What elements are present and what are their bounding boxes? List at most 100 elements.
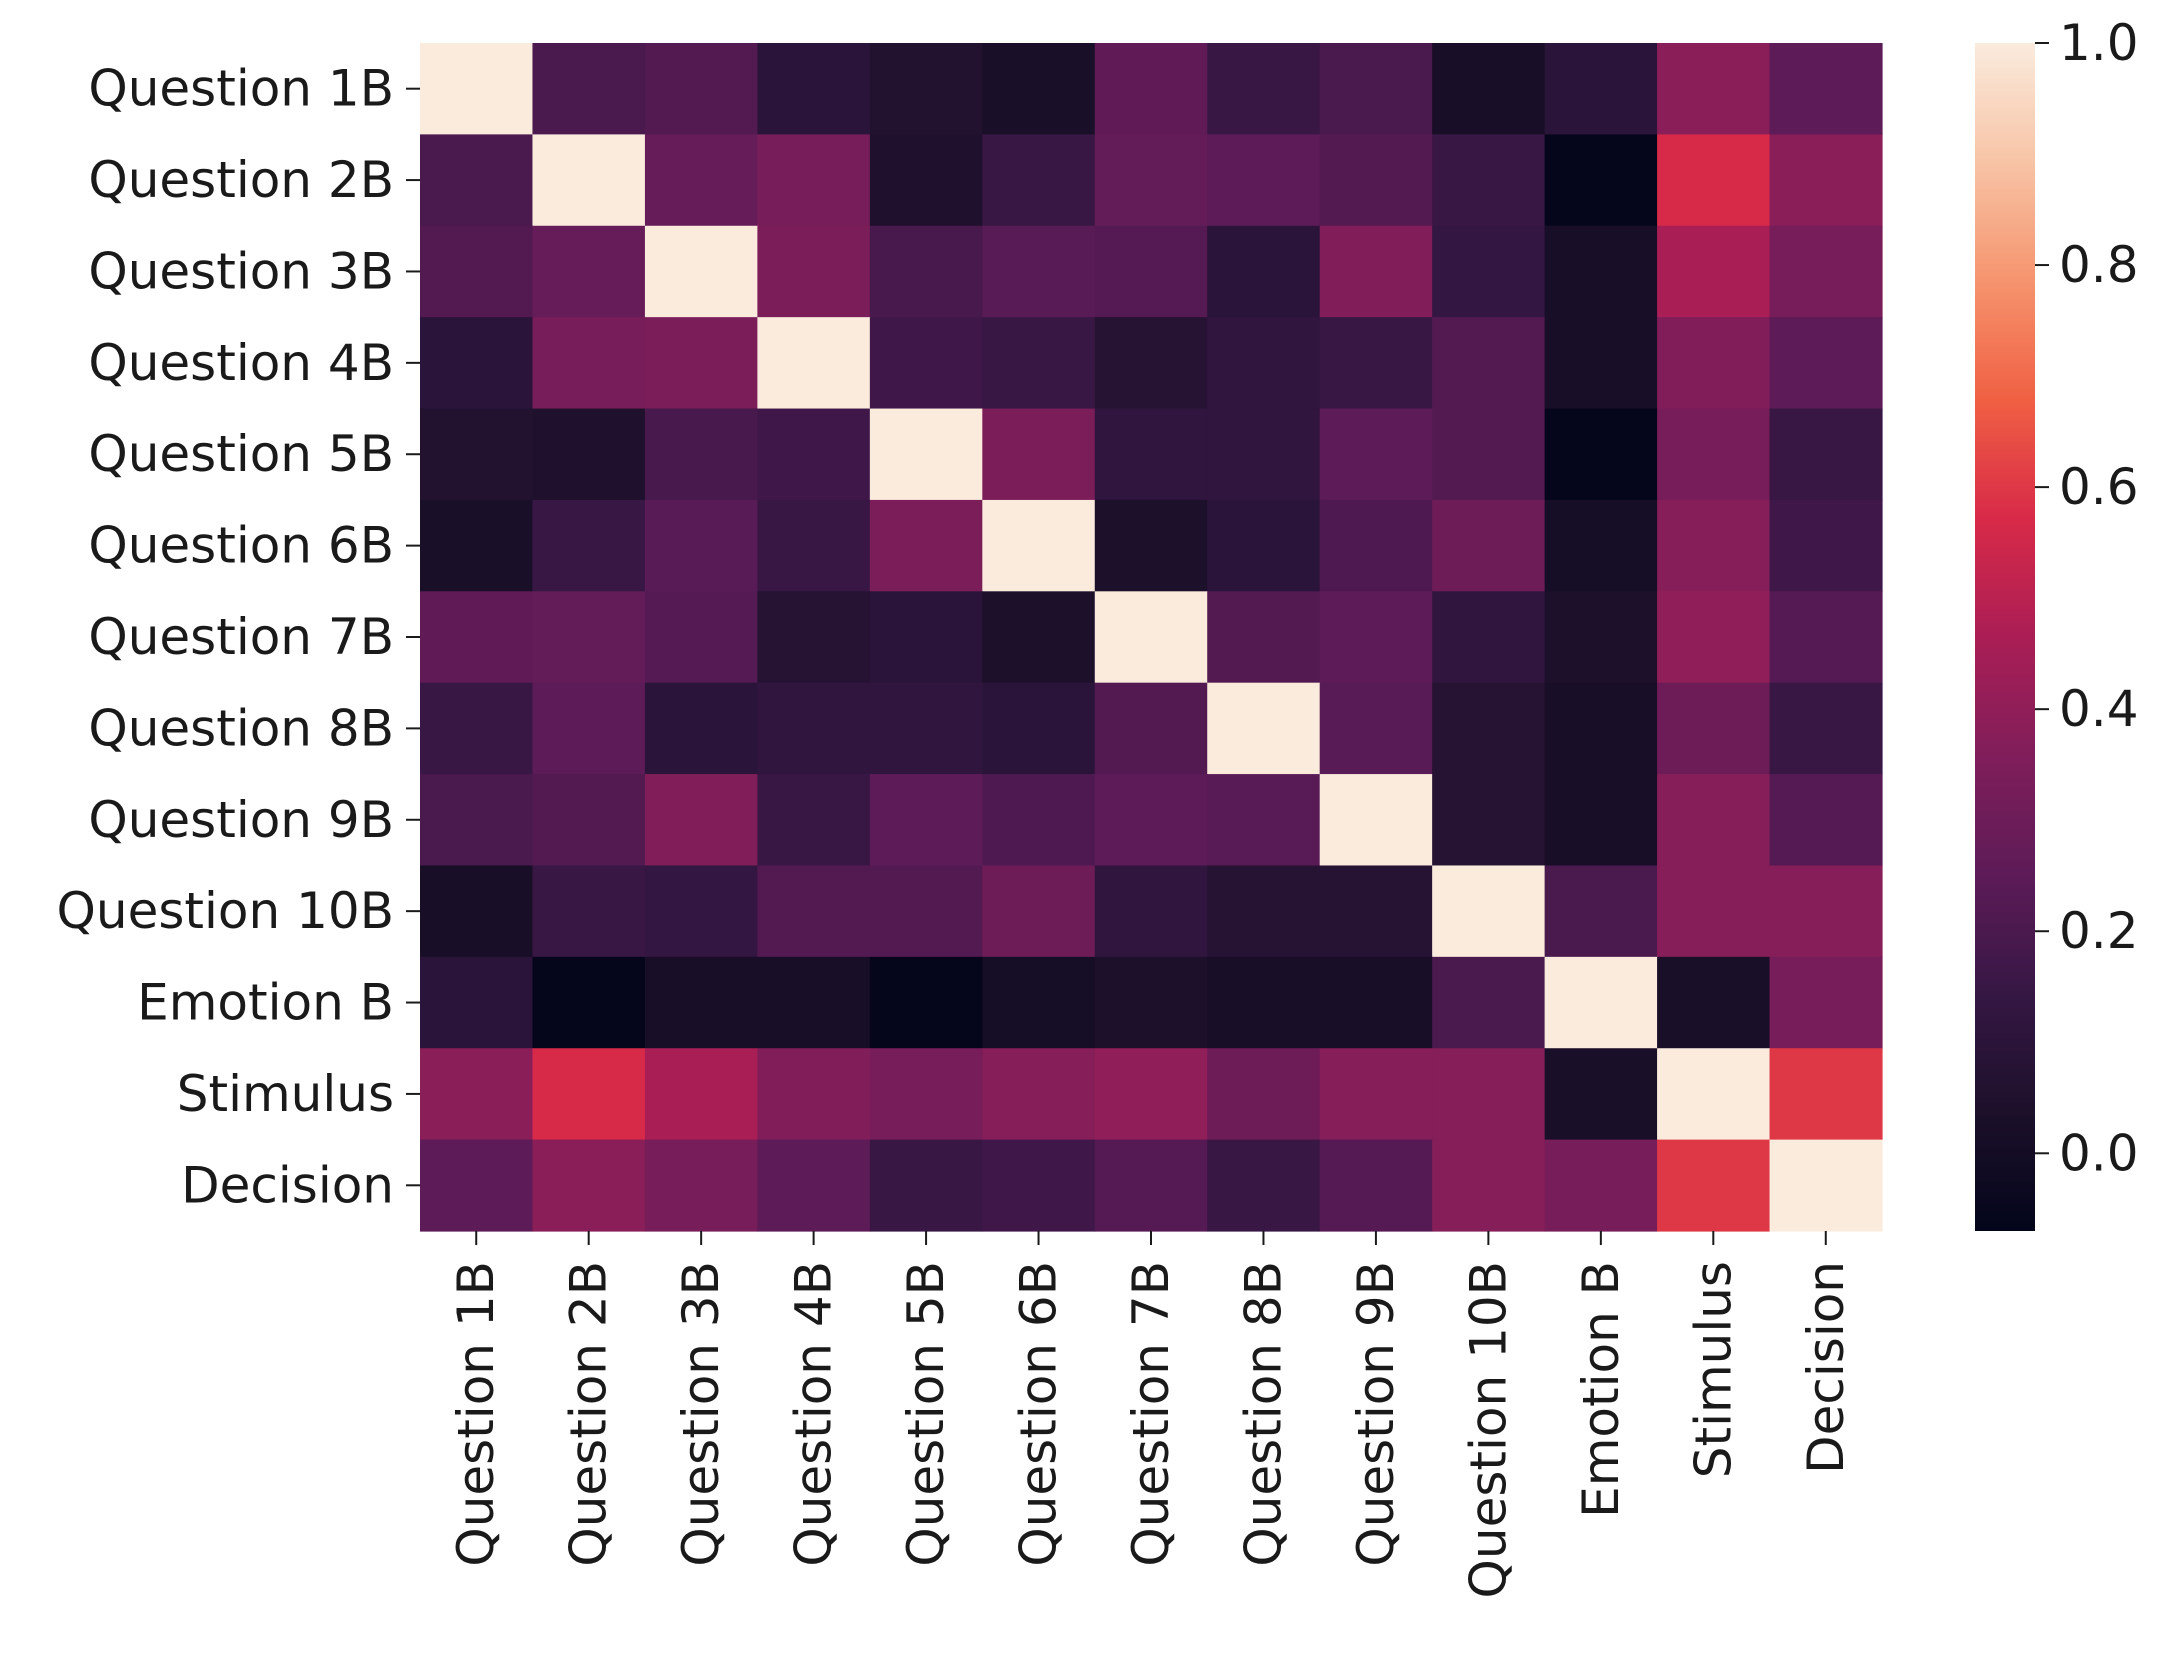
heatmap-cell-question-7b-question-10b [1432,591,1546,684]
row-label-question-7b: Question 7B [88,608,394,666]
heatmap-cell-question-5b-question-6b [982,408,1096,501]
heatmap-cell-decision-decision [1769,1139,1883,1232]
colorbar-tick-label: 0.2 [2059,902,2139,960]
heatmap-cell-question-2b-question-10b [1432,134,1546,227]
heatmap-cell-question-10b-question-4b [757,865,871,958]
heatmap-cell-question-10b-question-8b [1207,865,1321,958]
heatmap-cell-emotion-b-question-5b [869,956,983,1049]
heatmap-cell-emotion-b-question-3b [644,956,758,1049]
heatmap-cell-question-6b-question-2b [532,499,646,592]
column-label-question-2b: Question 2B [560,1261,618,1567]
colorbar-tick-label: 0.8 [2059,236,2139,294]
heatmap-cell-decision-question-9b [1319,1139,1433,1232]
heatmap-cell-question-8b-question-8b [1207,682,1321,775]
heatmap-cells [420,43,1883,1232]
heatmap-cell-stimulus-stimulus [1657,1048,1771,1141]
heatmap-cell-question-2b-question-9b [1319,134,1433,227]
heatmap-cell-question-1b-question-4b [757,43,871,135]
heatmap-cell-question-5b-question-5b [869,408,983,501]
heatmap-cell-question-8b-question-2b [532,682,646,775]
heatmap-cell-question-8b-question-3b [644,682,758,775]
heatmap-cell-question-1b-question-3b [644,43,758,135]
heatmap-cell-question-8b-question-5b [869,682,983,775]
row-label-emotion-b: Emotion B [137,974,394,1032]
heatmap-cell-question-1b-question-1b [420,43,534,135]
heatmap-cell-question-6b-decision [1769,499,1883,592]
colorbar-tick-label: 1.0 [2059,14,2139,72]
heatmap-cell-question-2b-question-5b [869,134,983,227]
heatmap-cell-question-6b-question-3b [644,499,758,592]
row-label-stimulus: Stimulus [177,1065,394,1123]
row-label-question-9b: Question 9B [88,791,394,849]
heatmap-cell-question-9b-question-4b [757,774,871,867]
heatmap-cell-question-1b-emotion-b [1544,43,1658,135]
heatmap-cell-question-2b-question-2b [532,134,646,227]
heatmap-cell-question-10b-question-6b [982,865,1096,958]
heatmap-cell-question-4b-question-4b [757,317,871,410]
colorbar-gradient [1975,43,2035,1231]
heatmap-cell-question-1b-question-10b [1432,43,1546,135]
heatmap-cell-question-10b-question-1b [420,865,534,958]
heatmap-cell-stimulus-question-9b [1319,1048,1433,1141]
heatmap-cell-question-9b-decision [1769,774,1883,867]
heatmap-cell-question-5b-stimulus [1657,408,1771,501]
heatmap-cell-question-1b-question-9b [1319,43,1433,135]
heatmap-cell-decision-question-6b [982,1139,1096,1232]
row-label-decision: Decision [181,1156,394,1214]
heatmap-cell-question-4b-decision [1769,317,1883,410]
heatmap-cell-question-8b-question-4b [757,682,871,775]
heatmap-cell-emotion-b-question-4b [757,956,871,1049]
heatmap-cell-question-6b-question-10b [1432,499,1546,592]
heatmap-cell-decision-question-2b [532,1139,646,1232]
heatmap-cell-decision-question-1b [420,1139,534,1232]
row-label-question-6b: Question 6B [88,517,394,575]
heatmap-cell-question-10b-emotion-b [1544,865,1658,958]
column-label-question-7b: Question 7B [1122,1261,1180,1567]
heatmap-cell-question-9b-question-1b [420,774,534,867]
heatmap-cell-question-2b-question-3b [644,134,758,227]
heatmap-cell-question-5b-question-2b [532,408,646,501]
heatmap-cell-question-8b-emotion-b [1544,682,1658,775]
heatmap-cell-question-10b-decision [1769,865,1883,958]
heatmap-cell-emotion-b-emotion-b [1544,956,1658,1049]
heatmap-cell-question-6b-question-1b [420,499,534,592]
heatmap-cell-question-4b-question-10b [1432,317,1546,410]
heatmap-cell-question-1b-decision [1769,43,1883,135]
heatmap-cell-question-5b-emotion-b [1544,408,1658,501]
heatmap-cell-emotion-b-question-10b [1432,956,1546,1049]
heatmap-cell-question-9b-question-6b [982,774,1096,867]
colorbar: 0.0 0.2 0.4 0.6 0.8 1.0 [1975,14,2139,1231]
heatmap-cell-question-2b-question-7b [1094,134,1208,227]
column-label-question-10b: Question 10B [1459,1261,1517,1598]
heatmap-cell-question-10b-stimulus [1657,865,1771,958]
heatmap-cell-stimulus-decision [1769,1048,1883,1141]
heatmap-cell-decision-question-3b [644,1139,758,1232]
heatmap-cell-question-8b-question-7b [1094,682,1208,775]
heatmap-cell-question-3b-question-1b [420,225,534,318]
heatmap-cell-question-9b-stimulus [1657,774,1771,867]
heatmap-cell-emotion-b-question-2b [532,956,646,1049]
heatmap-cell-question-2b-decision [1769,134,1883,227]
heatmap-cell-question-10b-question-9b [1319,865,1433,958]
heatmap-cell-question-1b-question-8b [1207,43,1321,135]
heatmap-cell-question-7b-question-1b [420,591,534,684]
heatmap-cell-question-2b-emotion-b [1544,134,1658,227]
column-label-question-4b: Question 4B [785,1261,843,1567]
heatmap-cell-emotion-b-question-8b [1207,956,1321,1049]
heatmap-cell-question-3b-question-10b [1432,225,1546,318]
row-label-question-1b: Question 1B [88,60,394,118]
heatmap-cell-question-8b-question-1b [420,682,534,775]
heatmap-cell-question-5b-question-7b [1094,408,1208,501]
column-label-emotion-b: Emotion B [1572,1261,1630,1518]
heatmap-cell-question-7b-question-6b [982,591,1096,684]
heatmap-cell-stimulus-question-7b [1094,1048,1208,1141]
heatmap-cell-question-5b-question-1b [420,408,534,501]
heatmap-cell-decision-question-5b [869,1139,983,1232]
column-label-question-5b: Question 5B [897,1261,955,1567]
heatmap-cell-question-10b-question-7b [1094,865,1208,958]
heatmap-cell-emotion-b-decision [1769,956,1883,1049]
row-labels: Question 1B Question 2B Question 3B Questio… [57,60,420,1214]
heatmap-cell-question-3b-question-4b [757,225,871,318]
heatmap-cell-question-9b-question-5b [869,774,983,867]
